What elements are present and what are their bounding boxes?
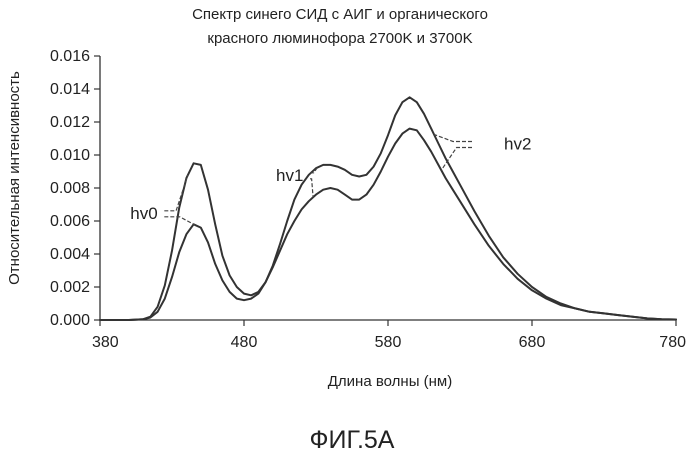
y-tick-label: 0.016 bbox=[50, 48, 90, 65]
y-axis-ticks: 0.000 0.002 0.004 0.006 0.008 0.010 0.012 0.014… bbox=[50, 48, 100, 329]
x-axis-ticks: 380 480 580 680 780 bbox=[92, 320, 686, 351]
y-tick-label: 0.014 bbox=[50, 81, 90, 98]
annotation-hv2: hv2 bbox=[504, 135, 531, 154]
annotation-leader bbox=[433, 133, 472, 143]
y-tick-label: 0.000 bbox=[50, 312, 90, 329]
chart-title-line-2: красного люминофора 2700K и 3700K bbox=[207, 30, 472, 47]
series-line-1 bbox=[99, 96, 677, 321]
chart-title-line-1: Спектр синего СИД с АИГ и органического bbox=[192, 6, 488, 23]
x-axis-label: Длина волны (нм) bbox=[328, 373, 452, 390]
y-tick-label: 0.008 bbox=[50, 180, 90, 197]
y-tick-label: 0.006 bbox=[50, 213, 90, 230]
y-tick-label: 0.012 bbox=[50, 114, 90, 131]
y-tick-label: 0.010 bbox=[50, 147, 90, 164]
y-tick-label: 0.002 bbox=[50, 279, 90, 296]
annotation-leader bbox=[164, 216, 196, 226]
x-tick-label: 580 bbox=[375, 334, 402, 351]
annotation-hv0: hv0 bbox=[130, 204, 157, 223]
series-layer bbox=[99, 96, 677, 321]
annotation-leader bbox=[164, 174, 189, 212]
y-tick-label: 0.004 bbox=[50, 246, 90, 263]
x-tick-label: 480 bbox=[231, 334, 258, 351]
figure-caption: ФИГ.5А bbox=[310, 426, 395, 454]
x-tick-label: 780 bbox=[659, 334, 686, 351]
x-tick-label: 380 bbox=[92, 334, 119, 351]
series-line-2 bbox=[99, 127, 677, 321]
annotation-leader bbox=[310, 167, 318, 174]
annotation-leader bbox=[310, 178, 314, 198]
y-axis-label: Относительная интенсивность bbox=[6, 71, 23, 285]
annotation-hv1: hv1 bbox=[276, 166, 303, 185]
x-tick-label: 680 bbox=[519, 334, 546, 351]
annotation-leader bbox=[440, 146, 472, 171]
annotation-leaders bbox=[164, 133, 472, 226]
